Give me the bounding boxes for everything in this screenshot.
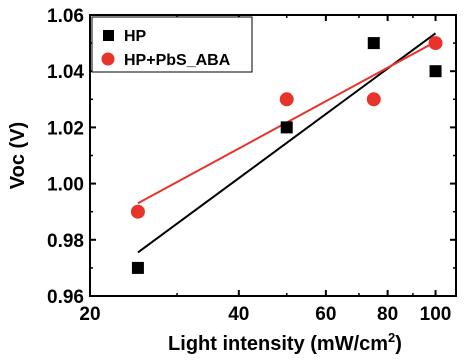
x-axis-title-close: ) (395, 333, 402, 355)
legend-marker-hp-pbs-aba (101, 52, 115, 66)
legend-box (91, 16, 253, 73)
legend-marker-hp (103, 30, 114, 41)
y-axis-title: Voc (V) (7, 122, 29, 189)
point-hp-pbs-aba (130, 204, 145, 219)
legend: HP HP+PbS_ABA (91, 16, 253, 73)
point-hp (280, 121, 293, 134)
point-hp-pbs-aba (279, 92, 294, 107)
y-tick-label: 1.00 (47, 175, 84, 196)
y-axis: 0.96 0.98 1.00 1.02 1.04 1.06 (47, 6, 456, 308)
y-tick-label: 1.04 (47, 62, 84, 83)
x-axis-title: Light intensity (mW/cm2) (168, 330, 402, 355)
x-tick-label: 40 (228, 304, 249, 325)
markers (130, 36, 443, 274)
point-hp-pbs-aba (366, 92, 381, 107)
point-hp-pbs-aba (428, 36, 443, 51)
x-axis: 20 40 60 80 100 (79, 15, 451, 325)
x-axis-title-main: Light intensity (mW/cm (168, 333, 388, 355)
x-tick-label: 60 (315, 304, 336, 325)
x-axis-title-superscript: 2 (388, 330, 395, 345)
point-hp (429, 65, 442, 78)
y-tick-label: 0.98 (47, 231, 84, 252)
fit-line-hp (137, 32, 437, 254)
legend-label-hp: HP (124, 28, 147, 45)
point-hp (367, 37, 380, 50)
x-tick-label: 20 (79, 304, 100, 325)
y-tick-label: 1.06 (47, 6, 84, 27)
y-tick-label: 1.02 (47, 118, 84, 139)
legend-label-hp-pbs-aba: HP+PbS_ABA (124, 52, 231, 69)
x-tick-label: 100 (420, 304, 452, 325)
x-tick-label: 80 (377, 304, 398, 325)
point-hp (131, 261, 144, 274)
y-tick-label: 0.96 (47, 287, 84, 308)
